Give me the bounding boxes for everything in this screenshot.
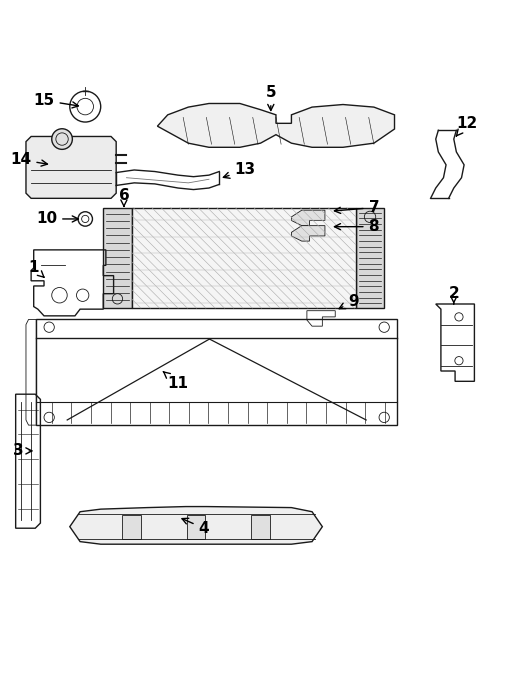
Text: 13: 13: [224, 163, 256, 178]
Polygon shape: [70, 506, 322, 544]
Text: 4: 4: [182, 518, 209, 536]
Polygon shape: [291, 225, 325, 241]
Text: 3: 3: [13, 443, 32, 458]
Text: 8: 8: [334, 219, 379, 234]
Polygon shape: [157, 103, 394, 147]
Text: 1: 1: [29, 261, 44, 277]
Bar: [103, 208, 132, 308]
Bar: [36, 319, 397, 425]
Text: 10: 10: [36, 211, 78, 226]
Text: 7: 7: [334, 200, 379, 215]
Bar: [356, 208, 384, 308]
Text: 11: 11: [164, 372, 189, 391]
Text: 12: 12: [456, 116, 477, 136]
Text: 15: 15: [33, 93, 78, 108]
Bar: [251, 515, 270, 539]
Circle shape: [52, 129, 72, 149]
Text: 14: 14: [10, 152, 47, 167]
Text: 5: 5: [266, 85, 276, 111]
Text: 6: 6: [119, 188, 129, 207]
Bar: [122, 515, 141, 539]
Bar: [187, 515, 205, 539]
Bar: [132, 208, 356, 308]
Polygon shape: [291, 210, 325, 225]
Text: 2: 2: [449, 286, 459, 304]
Polygon shape: [26, 136, 116, 198]
Text: 9: 9: [339, 294, 358, 309]
